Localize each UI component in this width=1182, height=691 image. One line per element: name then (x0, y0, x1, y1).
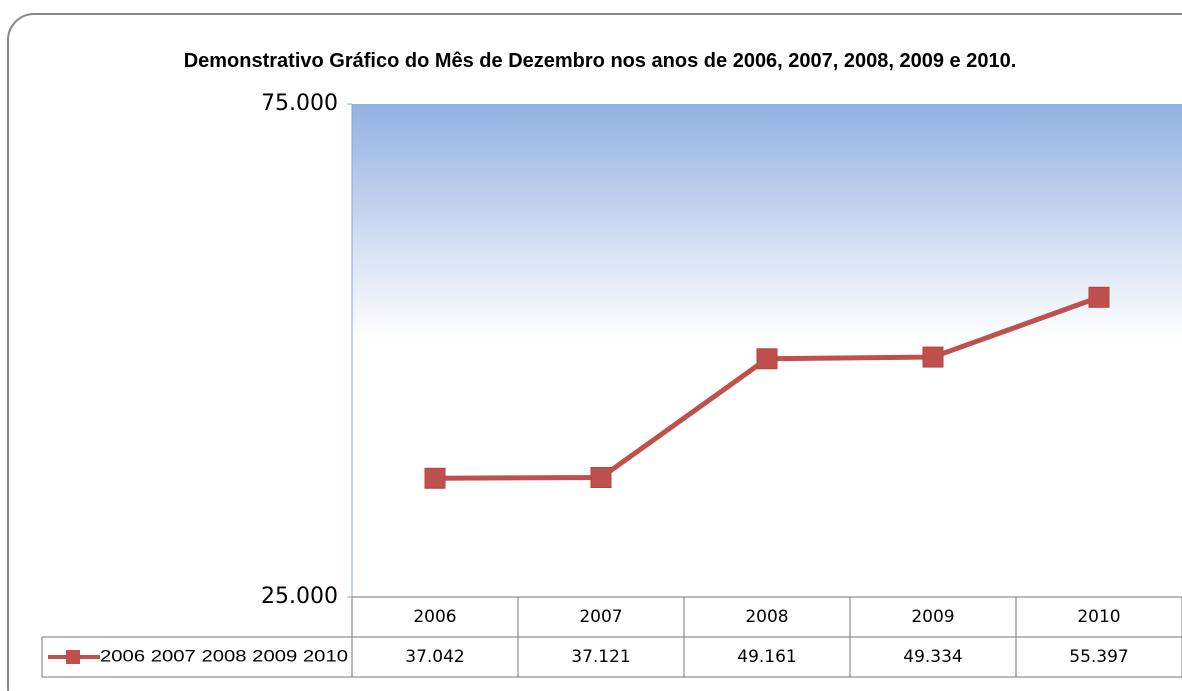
table-value: 37.042 (405, 647, 464, 667)
marker (922, 346, 944, 368)
x-tick-label: 2006 (413, 607, 456, 627)
x-tick-label: 2008 (745, 607, 788, 627)
marker (756, 348, 778, 370)
marker (1088, 286, 1110, 308)
table-value: 49.161 (737, 647, 796, 667)
y-tick-label: 75.000 (261, 91, 338, 116)
chart-title: Demonstrativo Gráfico do Mês de Dezembro… (183, 50, 1017, 72)
x-tick-label: 2010 (1077, 607, 1120, 627)
marker (424, 467, 446, 489)
y-tick-label: 25.000 (261, 584, 338, 609)
table-value: 55.397 (1069, 647, 1128, 667)
x-tick-label: 2009 (911, 607, 954, 627)
legend-marker (66, 650, 80, 664)
table-value: 49.334 (903, 647, 962, 667)
table-value: 37.121 (571, 647, 630, 667)
marker (590, 466, 612, 488)
x-tick-label: 2007 (579, 607, 622, 627)
legend-label: 2006 2007 2008 2009 2010 (100, 646, 348, 665)
